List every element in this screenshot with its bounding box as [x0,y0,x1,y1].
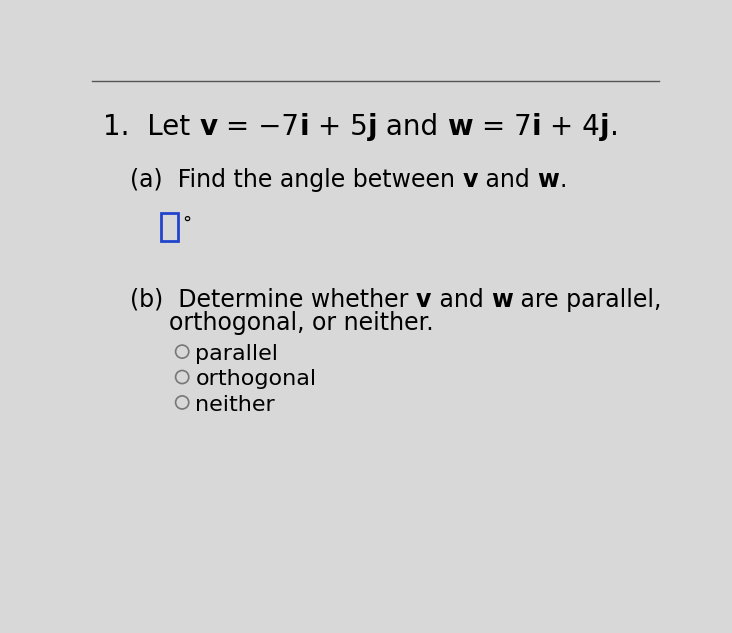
Text: i: i [299,113,309,141]
Text: v: v [199,113,217,141]
Text: + 5: + 5 [309,113,367,141]
Text: (a)  Find the angle between: (a) Find the angle between [130,168,463,192]
Text: and: and [377,113,447,141]
Circle shape [176,396,189,409]
Text: .: . [559,168,567,192]
Text: w: w [490,288,512,311]
FancyBboxPatch shape [161,213,179,241]
Text: j: j [367,113,377,141]
Text: and: and [431,288,490,311]
Text: + 4: + 4 [541,113,600,141]
Text: 1.  Let: 1. Let [103,113,199,141]
Text: parallel: parallel [195,344,278,364]
Circle shape [176,370,189,384]
Text: j: j [600,113,610,141]
Text: orthogonal, or neither.: orthogonal, or neither. [169,311,433,335]
Text: w: w [447,113,473,141]
Text: v: v [416,288,431,311]
Text: w: w [537,168,559,192]
Circle shape [176,345,189,358]
Text: neither: neither [195,395,275,415]
Text: and: and [478,168,537,192]
Text: orthogonal: orthogonal [195,369,316,389]
Text: .: . [610,113,619,141]
Text: = 7: = 7 [473,113,531,141]
Text: °: ° [182,215,191,232]
Text: v: v [463,168,478,192]
Text: = −7: = −7 [217,113,299,141]
Text: i: i [531,113,541,141]
Text: (b)  Determine whether: (b) Determine whether [130,288,416,311]
Text: are parallel,: are parallel, [512,288,661,311]
